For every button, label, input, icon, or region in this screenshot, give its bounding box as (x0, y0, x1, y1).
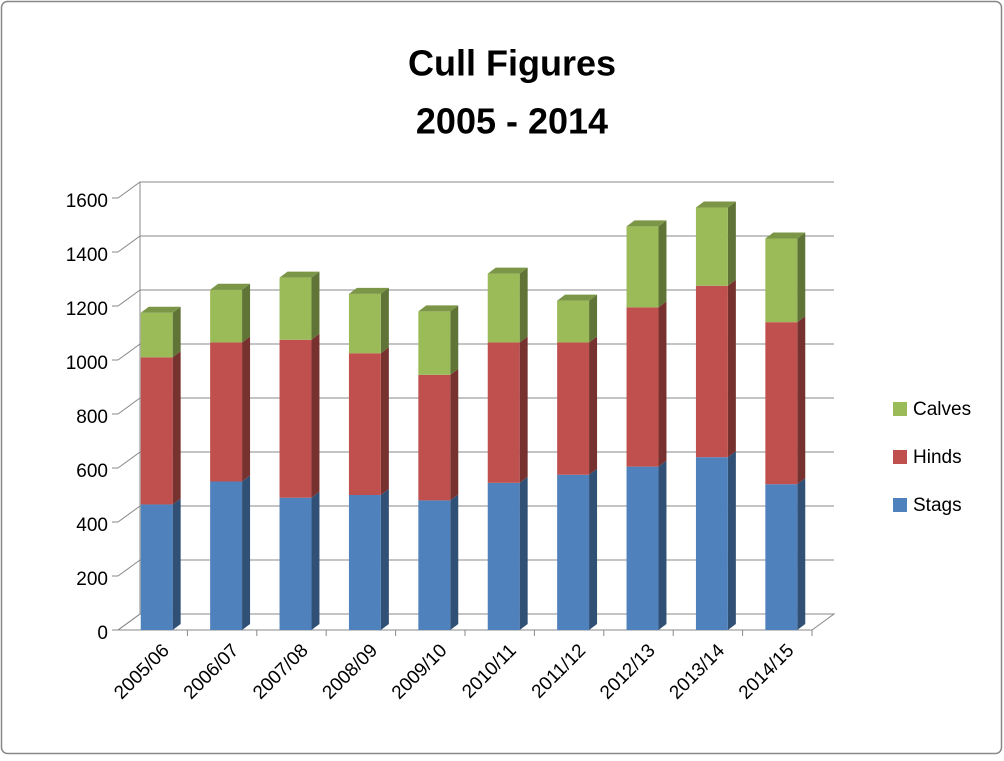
bar-segment (418, 305, 459, 375)
y-tick-label: 1000 (66, 353, 108, 374)
bar-segment (210, 475, 251, 630)
legend-swatch (893, 402, 907, 416)
y-tick-label: 200 (76, 569, 108, 590)
y-tick-label: 800 (76, 407, 108, 428)
bar-segment (210, 336, 251, 482)
bar-segment (695, 201, 736, 286)
bar-segment (626, 460, 667, 630)
y-tick-label: 400 (76, 515, 108, 536)
grid-line (117, 235, 834, 253)
grid-line (117, 397, 834, 415)
y-tick-label: 0 (97, 623, 108, 644)
grid-line (117, 343, 834, 361)
grid-line (117, 559, 834, 577)
bar-segment (765, 316, 806, 485)
bar-segment (487, 336, 528, 483)
bar-segment (348, 347, 389, 495)
bar-segment (348, 287, 389, 354)
bar-segment (487, 476, 528, 630)
bar-segment (487, 267, 528, 343)
grid-line (117, 181, 834, 199)
bar-segment (557, 336, 598, 475)
legend-swatch (893, 498, 907, 512)
bar-segment (418, 368, 459, 501)
chart-title: Cull Figures (408, 43, 616, 84)
bar-segment (210, 283, 251, 343)
bar-segment (695, 279, 736, 458)
bar-segment (140, 498, 181, 630)
bar-segment (626, 301, 667, 467)
grid-line (117, 289, 834, 307)
legend-label: Calves (913, 399, 971, 420)
legend-label: Hinds (913, 447, 962, 468)
bar-segment (626, 220, 667, 308)
legend-swatch (893, 450, 907, 464)
bar-segment (557, 468, 598, 630)
bar-segment (695, 451, 736, 630)
grid-line (117, 613, 834, 631)
y-tick-label: 1200 (66, 299, 108, 320)
bar-segment (557, 294, 598, 343)
bar-segment (140, 306, 181, 358)
bar-segment (279, 333, 320, 498)
y-tick-label: 1600 (66, 191, 108, 212)
grid-line (117, 505, 834, 523)
legend-label: Stags (913, 495, 962, 516)
y-tick-label: 1400 (66, 245, 108, 266)
grid-line (117, 451, 834, 469)
bar-segment (348, 489, 389, 630)
bar-segment (279, 271, 320, 340)
bar-segment (140, 351, 181, 505)
bar-segment (765, 478, 806, 630)
bar-segment (279, 491, 320, 630)
bar-segment (418, 494, 459, 630)
chart-subtitle: 2005 - 2014 (416, 101, 608, 142)
y-tick-label: 600 (76, 461, 108, 482)
bar-segment (765, 232, 806, 323)
